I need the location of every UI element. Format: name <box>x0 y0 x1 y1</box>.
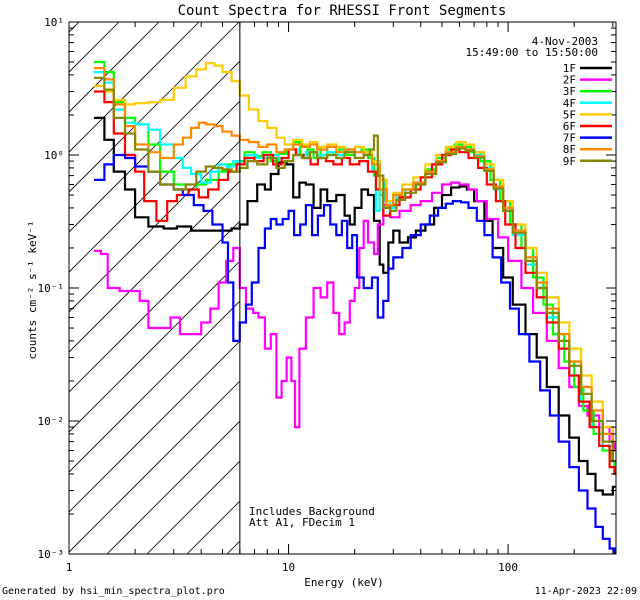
axis-ticks <box>68 21 616 555</box>
series-line-6F <box>94 90 616 475</box>
series-line-5F <box>94 62 616 443</box>
y-axis-label: counts cm⁻² s⁻¹ keV⁻¹ <box>26 220 39 359</box>
x-tick-labels: 1 10 100 <box>66 561 518 574</box>
legend-label-6F: 6F <box>563 120 576 133</box>
hatch-line <box>69 22 240 193</box>
series-line-1F <box>94 116 616 496</box>
y-tick-label: 10⁻³ <box>38 548 65 561</box>
series-line-7F <box>94 153 616 554</box>
time-range-label: 15:49:00 to 15:50:00 <box>466 46 598 59</box>
generated-by-note: Generated by hsi_min_spectra_plot.pro <box>2 586 225 597</box>
annotation-attenuator: Att A1, FDecim 1 <box>249 516 355 529</box>
series-line-2F <box>94 181 616 452</box>
x-tick-label: 100 <box>498 561 518 574</box>
y-tick-labels: 10¹ 10⁰ 10⁻¹ 10⁻² 10⁻³ <box>38 16 65 561</box>
legend-label-5F: 5F <box>563 108 576 121</box>
hatch-mask <box>239 22 616 554</box>
legend-label-7F: 7F <box>563 132 576 145</box>
hatched-region <box>69 22 616 554</box>
legend-label-9F: 9F <box>563 155 576 168</box>
date-label: 4-Nov-2003 <box>532 35 598 48</box>
legend-label-8F: 8F <box>563 143 576 156</box>
legend-label-4F: 4F <box>563 97 576 110</box>
y-tick-label: 10⁻¹ <box>38 282 65 295</box>
footer-timestamp: 11-Apr-2023 22:09 <box>535 586 637 597</box>
x-tick-label: 1 <box>66 561 73 574</box>
hatch-line <box>69 22 320 273</box>
y-tick-label: 10⁰ <box>44 149 64 162</box>
x-tick-label: 10 <box>282 561 295 574</box>
hatch-line <box>69 22 200 153</box>
legend-label-3F: 3F <box>563 85 576 98</box>
series-lines <box>94 60 616 554</box>
chart-title: Count Spectra for RHESSI Front Segments <box>178 3 507 19</box>
x-axis-label: Energy (keV) <box>304 576 383 589</box>
legend-label-1F: 1F <box>563 62 576 75</box>
y-tick-label: 10⁻² <box>38 415 65 428</box>
series-line-8F <box>94 67 616 452</box>
series-line-9F <box>94 76 616 463</box>
legend-label-2F: 2F <box>563 74 576 87</box>
hatch-line <box>69 22 160 113</box>
hatch-line <box>69 22 280 233</box>
annotation-background: Includes Background <box>249 505 375 518</box>
y-tick-label: 10¹ <box>44 16 64 29</box>
